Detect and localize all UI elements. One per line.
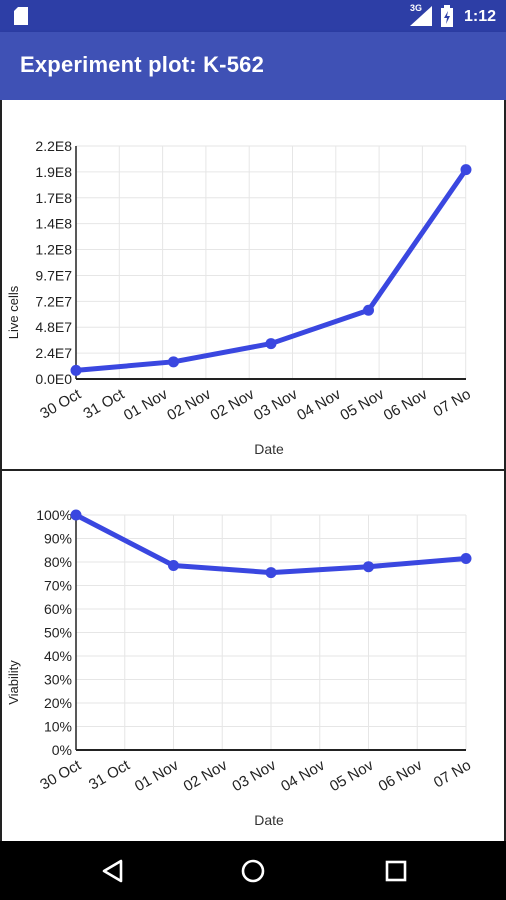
x-tick-label: 01 Nov [132, 756, 182, 795]
y-axis-label: Viability [6, 660, 21, 705]
y-tick-label: 0% [52, 742, 72, 758]
x-axis-label: Date [254, 812, 284, 828]
recents-square-icon[interactable] [381, 856, 411, 886]
x-tick-label: 07 No [431, 757, 474, 792]
x-tick-label: 02 Nov [208, 385, 258, 424]
x-tick-label: 30 Oct [37, 756, 84, 793]
app-bar: Experiment plot: K-562 [0, 32, 506, 100]
x-tick-label: 02 Nov [164, 385, 214, 424]
y-tick-label: 10% [44, 719, 72, 735]
network-type-label: 3G [410, 3, 423, 13]
y-tick-label: 100% [36, 507, 72, 523]
data-point [265, 567, 277, 579]
status-time: 1:12 [464, 8, 497, 25]
x-tick-label: 31 Oct [81, 385, 128, 422]
y-tick-label: 50% [44, 625, 72, 641]
x-tick-label: 03 Nov [229, 756, 279, 795]
y-tick-label: 60% [44, 601, 72, 617]
viability-chart[interactable]: 0% 10% 20% 30% 40% 50% 60% 70% 80% 90% 100% 30 Oct 3… [0, 470, 506, 841]
home-circle-icon[interactable] [238, 856, 268, 886]
y-tick-label: 0.0E0 [35, 371, 72, 387]
y-tick-label: 7.2E7 [35, 293, 72, 309]
y-tick-label: 40% [44, 648, 72, 664]
y-tick-label: 80% [44, 554, 72, 570]
y-tick-label: 2.4E7 [35, 345, 72, 361]
page-title: Experiment plot: K-562 [20, 52, 265, 77]
y-tick-label: 1.4E8 [35, 216, 72, 232]
y-tick-label: 1.7E8 [35, 190, 72, 206]
x-tick-label: 07 No [431, 386, 474, 421]
x-tick-label: 31 Oct [86, 756, 133, 793]
data-point [70, 509, 82, 521]
status-bar: 3G 1:12 [0, 0, 506, 32]
navigation-bar [0, 841, 506, 900]
x-tick-label: 03 Nov [251, 385, 301, 424]
y-tick-label: 9.7E7 [35, 267, 72, 283]
data-point [460, 164, 472, 176]
data-point [460, 552, 472, 564]
charts-container: 0.0E0 2.4E7 4.8E7 7.2E7 9.7E7 1.2E8 1.4E8 1.7E8… [0, 100, 506, 841]
y-tick-label: 1.2E8 [35, 242, 72, 258]
sd-card-icon [14, 7, 28, 25]
x-axis-label: Date [254, 441, 284, 457]
live-cells-chart[interactable]: 0.0E0 2.4E7 4.8E7 7.2E7 9.7E7 1.2E8 1.4E8 1.7E8… [0, 100, 506, 470]
y-axis-label: Live cells [6, 285, 21, 339]
chart-divider [0, 469, 506, 471]
y-tick-label: 4.8E7 [35, 319, 72, 335]
x-tick-label: 04 Nov [278, 756, 328, 795]
back-triangle-icon[interactable] [98, 856, 128, 886]
x-tick-label: 06 Nov [376, 756, 426, 795]
x-tick-label: 30 Oct [37, 385, 84, 422]
data-point [363, 304, 374, 316]
x-tick-label: 01 Nov [121, 385, 171, 424]
signal-icon [410, 6, 432, 26]
data-point [168, 356, 179, 368]
y-tick-label: 2.2E8 [35, 138, 72, 154]
x-tick-label: 04 Nov [294, 385, 344, 424]
y-tick-label: 20% [44, 695, 72, 711]
y-tick-label: 90% [44, 531, 72, 547]
y-tick-label: 1.9E8 [35, 164, 72, 180]
x-tick-label: 05 Nov [327, 756, 377, 795]
data-point [363, 561, 374, 573]
data-point [168, 560, 179, 572]
battery-icon [441, 5, 453, 27]
data-point [265, 338, 277, 350]
y-tick-label: 70% [44, 578, 72, 594]
y-tick-label: 30% [44, 672, 72, 688]
x-tick-label: 05 Nov [337, 385, 387, 424]
x-tick-label: 06 Nov [381, 385, 431, 424]
data-point [70, 364, 82, 376]
x-tick-label: 02 Nov [181, 756, 231, 795]
